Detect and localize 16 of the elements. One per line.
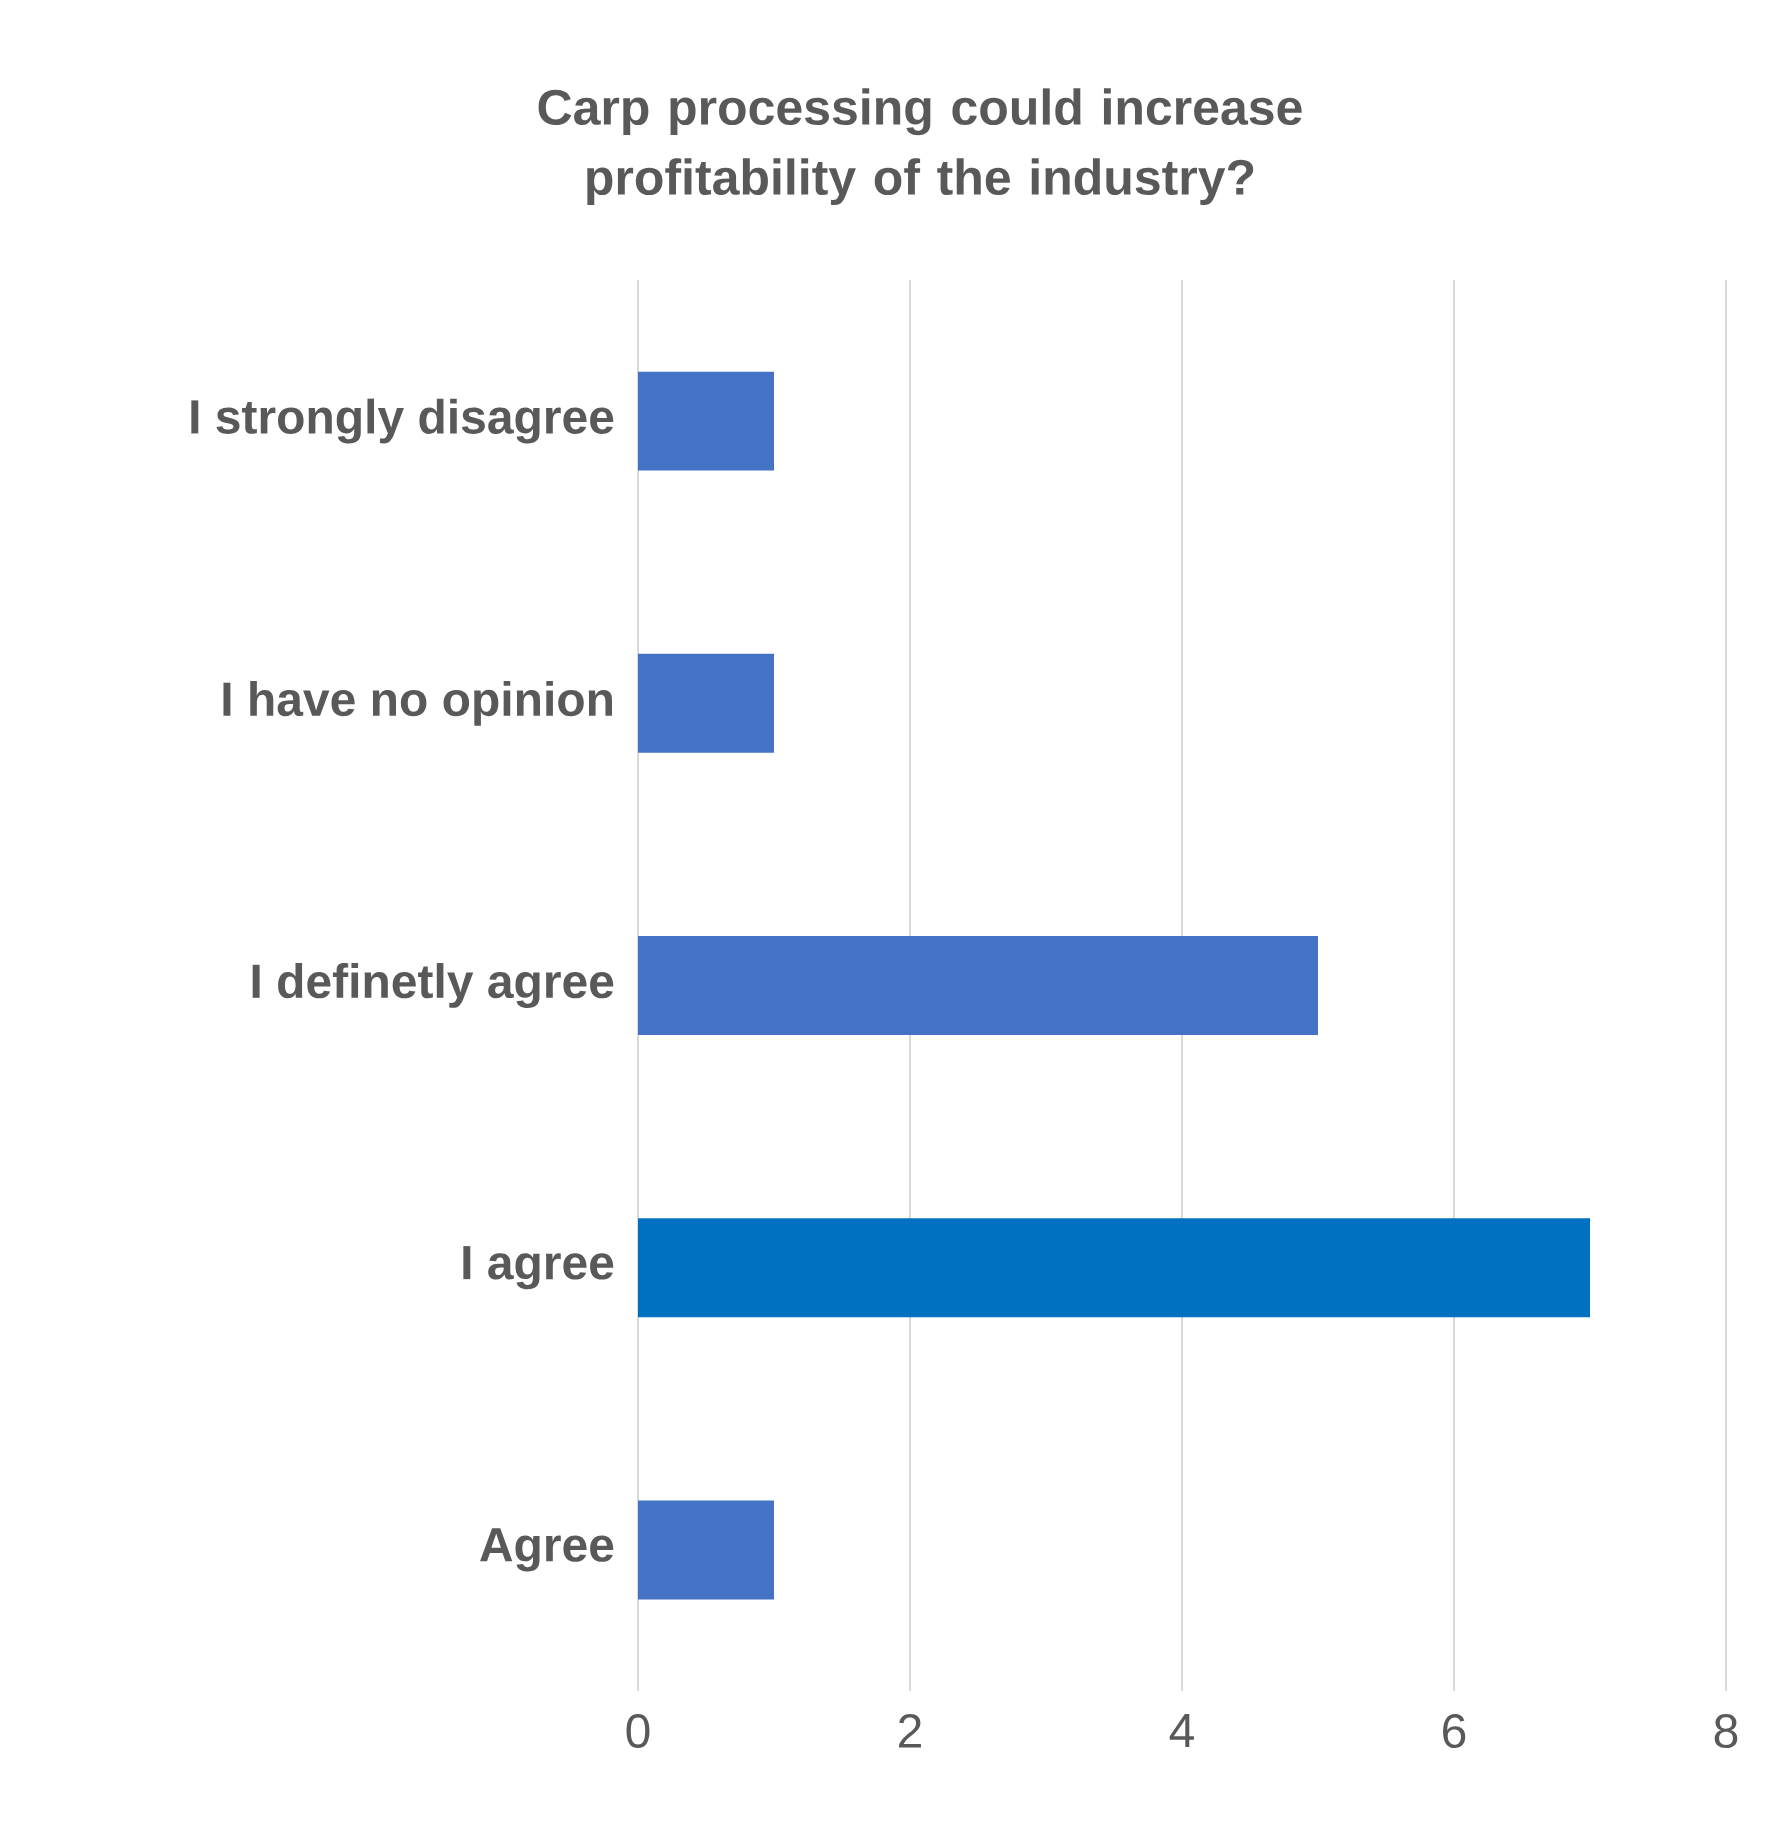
bar (638, 371, 774, 471)
y-tick-label: Agree (480, 1528, 614, 1572)
bar (638, 936, 1318, 1036)
y-tick-label: I agree (463, 1246, 614, 1290)
bar (638, 1218, 1590, 1318)
y-tick-label: I definetly agree (252, 963, 614, 1008)
bar (638, 1500, 774, 1600)
x-tick-label: 0 (626, 1714, 650, 1749)
chart-title: Carp processing could increase profitability of the industry? (538, 88, 1302, 205)
x-tick-label: 6 (1443, 1714, 1466, 1749)
x-tick-label: 8 (1714, 1714, 1738, 1749)
x-tick-label: 2 (899, 1714, 921, 1748)
x-tick-label: 4 (1169, 1714, 1194, 1748)
bar (638, 653, 774, 753)
y-tick-label: I have no opinion (223, 680, 612, 726)
y-tick-label: I strongly disagree (191, 398, 614, 444)
